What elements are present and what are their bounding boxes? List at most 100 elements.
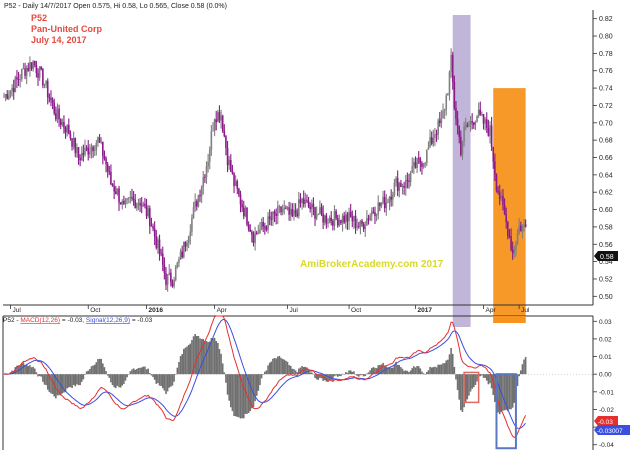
price-bar-body: [187, 236, 190, 243]
macd-histogram-bar: [37, 374, 39, 377]
price-bar-body: [217, 112, 219, 122]
price-bar-body: [236, 181, 239, 189]
price-bar-body: [221, 115, 224, 132]
macd-histogram-bar: [424, 374, 426, 375]
macd-histogram-bar: [268, 362, 271, 375]
macd-histogram-bar: [170, 374, 172, 387]
price-bar-body: [84, 147, 86, 155]
macd-histogram-bar: [497, 374, 499, 413]
macd-histogram-bar: [447, 359, 449, 375]
price-bar-body: [430, 137, 433, 144]
price-bar-body: [132, 198, 135, 201]
macd-histogram-bar: [140, 367, 143, 375]
price-bar-body: [343, 215, 345, 223]
price-bar-body: [144, 203, 146, 206]
macd-histogram-bar: [145, 369, 148, 375]
macd-y-tick-label: 0.00: [599, 372, 612, 379]
macd-histogram-bar: [264, 371, 266, 375]
price-bar-body: [362, 223, 365, 230]
price-bar-body: [458, 126, 461, 137]
price-bar-body: [265, 226, 268, 230]
macd-histogram-bar: [3, 374, 5, 375]
macd-histogram-bar: [298, 368, 300, 375]
price-bar-body: [322, 213, 324, 223]
price-bar-body: [490, 125, 493, 147]
macd-histogram-bar: [30, 367, 33, 375]
macd-histogram-bar: [442, 363, 444, 375]
price-bar-body: [121, 201, 124, 205]
price-bar-body: [264, 226, 266, 228]
price-bar-body: [160, 253, 162, 255]
macd-histogram-bar: [183, 348, 185, 375]
price-bar-body: [404, 179, 407, 188]
price-bar-body: [278, 206, 281, 208]
price-bar-body: [147, 208, 149, 217]
macd-histogram-bar: [521, 364, 524, 375]
price-bar-body: [451, 54, 454, 83]
macd-histogram-bar: [102, 363, 104, 375]
macd-orange-zone: [493, 316, 526, 323]
macd-histogram-bar: [276, 356, 279, 375]
price-bar-body: [108, 171, 111, 173]
price-bar-body: [262, 222, 264, 227]
macd-histogram-bar: [24, 364, 26, 375]
price-bar-body: [4, 94, 7, 97]
price-bar-body: [511, 249, 514, 254]
macd-histogram-bar: [285, 360, 287, 375]
price-bar-body: [139, 203, 141, 206]
price-bar-body: [301, 198, 303, 203]
price-y-tick-label: 0.62: [599, 190, 613, 197]
macd-histogram-bar: [82, 374, 85, 380]
macd-histogram-bar: [396, 364, 399, 375]
price-bar-body: [59, 119, 62, 125]
price-bar-body: [366, 218, 368, 226]
macd-histogram-bar: [519, 370, 522, 375]
macd-histogram-bar: [385, 366, 388, 375]
macd-histogram-bar: [280, 357, 282, 375]
macd-histogram-bar: [468, 374, 470, 396]
price-bar-body: [207, 161, 209, 167]
price-bar-body: [80, 152, 83, 161]
macd-histogram-bar: [414, 367, 417, 375]
price-bar-body: [447, 93, 449, 96]
price-bar-body: [398, 182, 401, 191]
price-bar-body: [409, 172, 412, 182]
price-bar-body: [293, 210, 295, 217]
price-bar-body: [359, 220, 362, 227]
price-bar-body: [372, 211, 375, 213]
price-bar-body: [349, 211, 352, 217]
price-bar-body: [518, 225, 520, 234]
price-y-tick-label: 0.50: [599, 294, 613, 301]
macd-histogram-bar: [150, 374, 153, 376]
price-y-tick-label: 0.70: [599, 120, 613, 127]
price-y-tick-label: 0.74: [599, 86, 613, 93]
macd-histogram-bar: [254, 374, 256, 402]
price-bar-body: [157, 239, 159, 248]
macd-histogram-bar: [390, 367, 392, 375]
price-bar-body: [113, 186, 115, 192]
macd-y-tick-label: 0.03: [599, 319, 612, 326]
price-bar-body: [306, 199, 308, 201]
macd-histogram-bar: [265, 370, 268, 375]
macd-histogram-bar: [51, 374, 54, 395]
macd-histogram-bar: [69, 374, 72, 387]
price-bar-body: [168, 272, 171, 275]
macd-histogram-bar: [16, 365, 18, 375]
macd-panel: -0.04 -0.03 -0.02 -0.01 0.00 0.01 0.02 0.03 P52…: [2, 315, 630, 450]
macd-histogram-bar: [45, 374, 47, 386]
macd-histogram-bar: [105, 371, 107, 375]
macd-histogram-bar: [262, 374, 264, 375]
price-bar-body: [432, 138, 435, 144]
price-panel: 0.50 0.52 0.54 0.56 0.58 0.60 0.62 0.64 0.66 0.68…: [3, 3, 618, 327]
macd-histogram-bar: [294, 370, 297, 375]
macd-histogram-bar: [136, 368, 138, 375]
macd-histogram-bar: [392, 367, 394, 375]
price-bar-body: [335, 211, 337, 219]
macd-histogram-bar: [479, 374, 482, 377]
price-bar-body: [280, 206, 282, 213]
price-bar-body: [440, 118, 443, 124]
price-bar-body: [484, 119, 486, 124]
price-bar-body: [249, 229, 252, 232]
price-bar-body: [332, 221, 334, 226]
price-bar-body: [314, 207, 316, 219]
